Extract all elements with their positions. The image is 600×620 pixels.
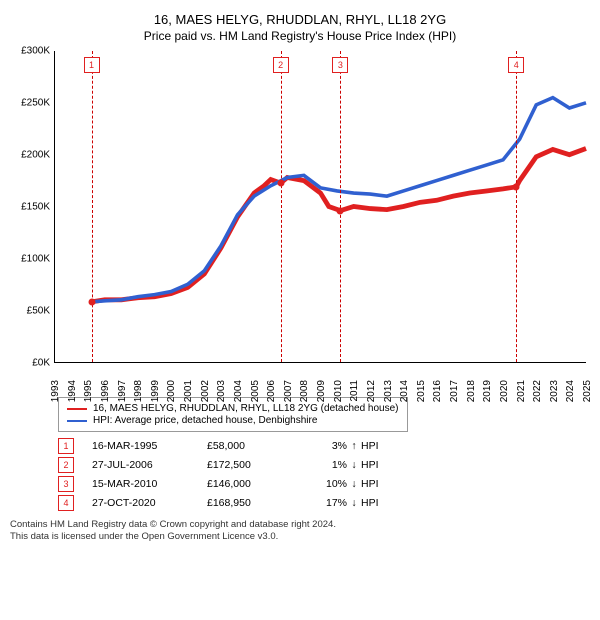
x-tick-label: 1995	[83, 380, 94, 402]
tx-price: £172,500	[207, 459, 297, 471]
arrow-icon: ↑	[347, 440, 361, 452]
transaction-dot	[513, 183, 520, 190]
y-tick-label: £200K	[21, 150, 50, 161]
tx-suffix: HPI	[361, 440, 379, 452]
series-hpi	[92, 98, 586, 302]
table-row: 3 15-MAR-2010£146,00010%↓HPI	[58, 476, 590, 492]
plot-area: 1 2 3 4	[54, 51, 586, 363]
x-tick-label: 2000	[166, 380, 177, 402]
x-tick-label: 2017	[449, 380, 460, 402]
legend: 16, MAES HELYG, RHUDDLAN, RHYL, LL18 2YG…	[58, 397, 408, 432]
marker-badge: 4	[508, 57, 524, 73]
marker-badge: 1	[84, 57, 100, 73]
y-tick-label: £300K	[21, 46, 50, 57]
x-tick-label: 2002	[200, 380, 211, 402]
y-tick-label: £250K	[21, 98, 50, 109]
legend-label: 16, MAES HELYG, RHUDDLAN, RHYL, LL18 2YG…	[93, 403, 399, 414]
x-tick-label: 2004	[233, 380, 244, 402]
x-tick-label: 1997	[117, 380, 128, 402]
tx-pct: 17%	[297, 497, 347, 509]
tx-date: 15-MAR-2010	[92, 478, 207, 490]
table-row: 2 27-JUL-2006£172,5001%↓HPI	[58, 457, 590, 473]
x-tick-label: 2023	[549, 380, 560, 402]
arrow-icon: ↓	[347, 459, 361, 471]
tx-suffix: HPI	[361, 478, 379, 490]
x-tick-label: 2015	[416, 380, 427, 402]
arrow-icon: ↓	[347, 478, 361, 490]
x-tick-label: 2009	[316, 380, 327, 402]
tx-price: £58,000	[207, 440, 297, 452]
x-tick-label: 2010	[333, 380, 344, 402]
tx-date: 16-MAR-1995	[92, 440, 207, 452]
x-tick-label: 2012	[366, 380, 377, 402]
x-tick-label: 1996	[100, 380, 111, 402]
footer-line: Contains HM Land Registry data © Crown c…	[10, 519, 590, 531]
tx-date: 27-JUL-2006	[92, 459, 207, 471]
transaction-dot	[337, 207, 344, 214]
transaction-dot	[277, 180, 284, 187]
tx-pct: 10%	[297, 478, 347, 490]
page-subtitle: Price paid vs. HM Land Registry's House …	[10, 29, 590, 43]
legend-swatch	[67, 408, 87, 410]
y-axis: £0K£50K£100K£150K£200K£250K£300K	[10, 51, 54, 363]
tx-pct: 3%	[297, 440, 347, 452]
tx-badge: 3	[58, 476, 74, 492]
y-tick-label: £50K	[27, 306, 50, 317]
table-row: 4 27-OCT-2020£168,95017%↓HPI	[58, 495, 590, 511]
x-tick-label: 2001	[183, 380, 194, 402]
arrow-icon: ↓	[347, 497, 361, 509]
tx-suffix: HPI	[361, 497, 379, 509]
legend-swatch	[67, 420, 87, 422]
x-tick-label: 2005	[250, 380, 261, 402]
marker-line	[516, 51, 517, 362]
tx-badge: 1	[58, 438, 74, 454]
x-tick-label: 2006	[266, 380, 277, 402]
x-tick-label: 1993	[50, 380, 61, 402]
marker-badge: 3	[332, 57, 348, 73]
tx-price: £146,000	[207, 478, 297, 490]
tx-price: £168,950	[207, 497, 297, 509]
x-tick-label: 2022	[532, 380, 543, 402]
x-tick-label: 2003	[216, 380, 227, 402]
transaction-dot	[88, 298, 95, 305]
table-row: 1 16-MAR-1995£58,0003%↑HPI	[58, 438, 590, 454]
x-tick-label: 2019	[482, 380, 493, 402]
tx-suffix: HPI	[361, 459, 379, 471]
y-tick-label: £150K	[21, 202, 50, 213]
tx-badge: 2	[58, 457, 74, 473]
legend-item: HPI: Average price, detached house, Denb…	[67, 415, 399, 426]
x-tick-label: 1999	[150, 380, 161, 402]
x-tick-label: 2016	[432, 380, 443, 402]
footer-line: This data is licensed under the Open Gov…	[10, 531, 590, 543]
tx-date: 27-OCT-2020	[92, 497, 207, 509]
marker-badge: 2	[273, 57, 289, 73]
x-tick-label: 2008	[299, 380, 310, 402]
tx-pct: 1%	[297, 459, 347, 471]
price-chart: £0K£50K£100K£150K£200K£250K£300K 1234 19…	[10, 51, 590, 391]
page-title: 16, MAES HELYG, RHUDDLAN, RHYL, LL18 2YG	[10, 12, 590, 27]
x-tick-label: 2021	[516, 380, 527, 402]
y-tick-label: £0K	[32, 358, 50, 369]
chart-lines	[55, 51, 586, 362]
x-axis: 1993199419951996199719981999200020012002…	[54, 363, 586, 391]
x-tick-label: 1994	[67, 380, 78, 402]
y-tick-label: £100K	[21, 254, 50, 265]
x-tick-label: 2024	[565, 380, 576, 402]
marker-line	[92, 51, 93, 362]
x-tick-label: 2020	[499, 380, 510, 402]
series-property	[92, 148, 586, 301]
x-tick-label: 2013	[383, 380, 394, 402]
legend-item: 16, MAES HELYG, RHUDDLAN, RHYL, LL18 2YG…	[67, 403, 399, 414]
marker-line	[281, 51, 282, 362]
tx-badge: 4	[58, 495, 74, 511]
x-tick-label: 2018	[466, 380, 477, 402]
x-tick-label: 2025	[582, 380, 593, 402]
x-tick-label: 1998	[133, 380, 144, 402]
legend-label: HPI: Average price, detached house, Denb…	[93, 415, 317, 426]
transaction-table: 116-MAR-1995£58,0003%↑HPI227-JUL-2006£17…	[58, 438, 590, 511]
footer: Contains HM Land Registry data © Crown c…	[10, 519, 590, 544]
x-tick-label: 2007	[283, 380, 294, 402]
x-tick-label: 2011	[349, 380, 360, 402]
x-tick-label: 2014	[399, 380, 410, 402]
